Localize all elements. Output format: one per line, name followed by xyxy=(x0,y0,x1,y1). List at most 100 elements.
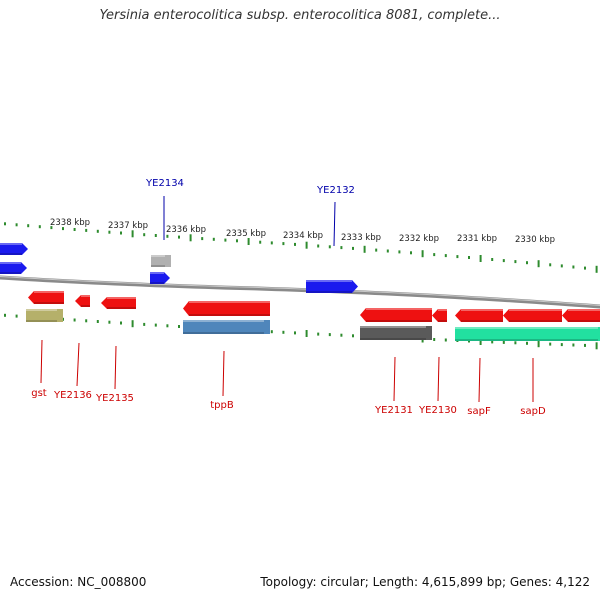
ruler-tick xyxy=(340,246,343,250)
ruler-tick xyxy=(73,228,76,231)
ruler-tick xyxy=(340,333,343,337)
gene-label-bottom: sapD xyxy=(520,406,546,417)
ruler-tick xyxy=(386,249,389,253)
ruler-label: 2332 kbp xyxy=(399,234,439,244)
feature-gst-olive xyxy=(26,309,63,322)
ruler-tick xyxy=(73,318,76,322)
ruler-tick xyxy=(410,251,412,255)
ruler-tick xyxy=(572,343,575,347)
map-title: Yersinia enterocolitica subsp. enterocol… xyxy=(99,8,501,23)
topology-text: Topology: circular; Length: 4,615,899 bp… xyxy=(260,575,590,589)
leader-line xyxy=(40,339,43,384)
ruler-tick xyxy=(352,246,354,250)
ruler-tick xyxy=(236,239,238,243)
gene-ye2131 xyxy=(360,308,432,322)
ruler-tick xyxy=(375,248,378,252)
ruler-tick xyxy=(143,233,146,237)
gene-features xyxy=(0,243,600,341)
backbone-highlight xyxy=(0,275,600,307)
ruler-tick xyxy=(456,255,459,259)
ruler-tick xyxy=(444,338,447,342)
ruler-tick xyxy=(328,245,331,249)
gene-label-top: YE2132 xyxy=(316,185,355,196)
feature-ye2131-grey xyxy=(360,326,432,340)
ruler-tick xyxy=(62,227,64,231)
ruler-tick xyxy=(491,258,494,261)
leader-line xyxy=(222,350,225,397)
ruler-tick xyxy=(549,263,552,267)
ruler-tick xyxy=(120,321,122,325)
gene-ye2134-pseudo xyxy=(151,255,171,267)
ruler-tick xyxy=(212,237,215,241)
ruler-tick xyxy=(178,235,180,239)
gene-ye2132 xyxy=(306,280,358,293)
gene-forward-left-edge xyxy=(0,243,28,255)
ruler-tick xyxy=(328,333,331,337)
ruler-tick xyxy=(108,230,111,234)
ruler-tick xyxy=(468,256,470,259)
ruler-tick xyxy=(560,264,563,268)
ruler-tick xyxy=(224,238,227,242)
ruler-tick xyxy=(595,342,598,350)
gene-gst xyxy=(28,291,64,304)
ruler-tick xyxy=(584,343,586,347)
ruler-tick xyxy=(433,253,436,257)
leader-line xyxy=(333,201,336,247)
leader-line xyxy=(437,356,440,402)
ruler-tick xyxy=(398,250,401,254)
ruler-tick xyxy=(4,313,6,317)
ruler-tick xyxy=(305,330,308,337)
ruler-tick xyxy=(270,330,273,334)
ruler-tick xyxy=(421,250,424,258)
gene-label-bottom: tppB xyxy=(210,400,234,411)
ruler-tick xyxy=(50,226,53,230)
ruler-tick xyxy=(294,331,296,335)
chromosome-backbone xyxy=(0,275,600,309)
ruler-tick xyxy=(444,254,447,258)
gene-sapd xyxy=(503,309,562,322)
ruler-tick xyxy=(38,225,41,229)
gene-ye2135 xyxy=(101,297,136,309)
ruler-tick xyxy=(96,229,99,233)
gene-tppb xyxy=(183,301,270,316)
accession-text: Accession: NC_008800 xyxy=(10,575,147,589)
gene-label-bottom: sapF xyxy=(467,406,491,417)
ruler-tick xyxy=(305,241,308,249)
gene-sapf xyxy=(455,309,503,322)
ruler-tick xyxy=(479,338,482,345)
leader-line xyxy=(76,342,80,387)
ruler-label: 2335 kbp xyxy=(226,229,266,239)
ruler-tick xyxy=(85,319,88,323)
gene-ye2130 xyxy=(432,309,447,322)
ruler-tick xyxy=(491,340,494,344)
ruler-tick xyxy=(514,260,517,264)
ruler-tick xyxy=(584,266,586,270)
ruler-tick xyxy=(27,224,30,228)
gene-ye2136 xyxy=(75,295,90,307)
ruler-tick xyxy=(15,223,18,227)
ruler-tick xyxy=(537,340,540,348)
ruler-tick xyxy=(282,242,285,246)
gene-label-bottom: gst xyxy=(31,388,47,399)
ruler-tick xyxy=(352,334,354,338)
ruler-tick xyxy=(189,234,192,242)
ruler-label: 2331 kbp xyxy=(457,234,497,244)
ruler-tick xyxy=(166,324,169,328)
ruler-tick xyxy=(560,343,563,347)
leader-line xyxy=(114,345,117,390)
ruler-tick xyxy=(294,242,296,246)
ruler-tick xyxy=(120,231,122,235)
ruler-tick xyxy=(4,222,6,226)
ruler-tick xyxy=(502,259,505,263)
ruler-tick xyxy=(247,238,250,245)
ruler-tick xyxy=(363,245,366,253)
ruler-tick xyxy=(514,341,517,345)
ruler-tick xyxy=(526,341,528,345)
leader-line xyxy=(478,357,481,403)
ruler-tick xyxy=(85,228,88,232)
ruler-tick xyxy=(502,340,505,344)
ruler-tick xyxy=(549,342,552,346)
ruler-tick xyxy=(572,265,575,269)
ruler-tick xyxy=(537,260,540,268)
feature-tppb-steel xyxy=(183,320,270,334)
